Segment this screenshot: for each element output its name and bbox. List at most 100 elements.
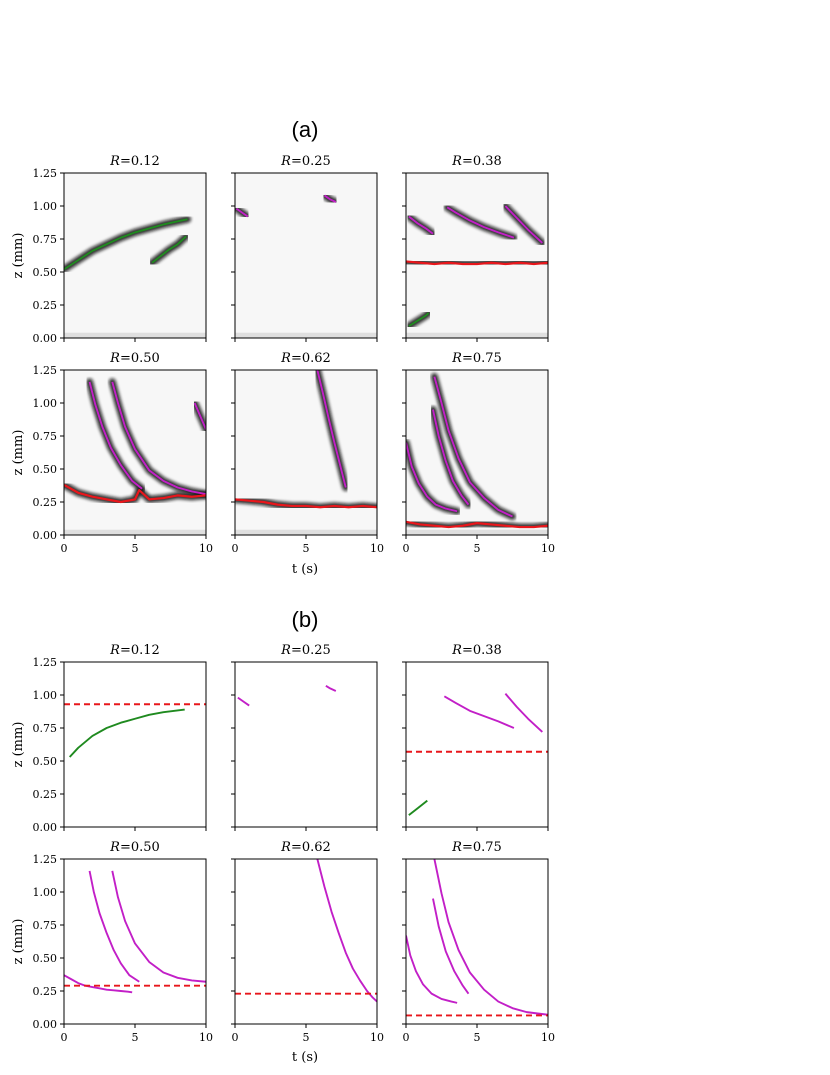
panel-title: R=0.25	[280, 643, 331, 658]
y-tick-label: 0.75	[33, 233, 58, 246]
x-tick-label: 5	[474, 542, 481, 555]
panel-b-012: R=0.12 0.00 0.25 0.50 0.75 1.00 1.25 z (mm)	[11, 643, 207, 834]
y-tick-label: 1.25	[33, 364, 58, 377]
x-tick-label: 0	[403, 542, 410, 555]
plot-area	[64, 662, 206, 827]
y-tick-label: 0.75	[33, 430, 58, 443]
series-magenta-0	[443, 695, 515, 729]
series-magenta-1	[323, 194, 337, 203]
y-tick-label: 0.25	[33, 496, 58, 509]
y-tick-label: 0.75	[33, 919, 58, 932]
panel-title: R=0.38	[451, 643, 502, 658]
x-tick-label: 5	[132, 542, 139, 555]
series-magenta-0	[408, 215, 434, 235]
series-magenta-1	[88, 870, 140, 983]
panel-title: R=0.62	[280, 840, 331, 855]
y-tick-label: 0.00	[33, 332, 58, 345]
plot-area	[406, 662, 548, 827]
series-magenta-1	[504, 693, 543, 733]
panel-title: R=0.50	[109, 840, 160, 855]
plot-area	[64, 370, 206, 535]
series-red-3	[406, 520, 548, 529]
plot-area	[235, 859, 377, 1024]
x-tick-label: 0	[61, 1031, 68, 1044]
plot-area	[235, 173, 377, 338]
y-axis-label: z (mm)	[11, 233, 26, 279]
series-magenta-0	[406, 935, 458, 1004]
series-magenta-1	[111, 381, 206, 496]
panel-title: R=0.12	[109, 154, 160, 169]
y-tick-label: 0.50	[33, 463, 58, 476]
panel-a-012: R=0.12 0.00 0.25 0.50 0.75 1.00 1.25 z (mm)	[11, 154, 207, 345]
y-tick-label: 1.25	[33, 853, 58, 866]
y-axis-label: z (mm)	[11, 919, 26, 965]
background-band	[64, 529, 206, 535]
panel-title: R=0.75	[451, 351, 502, 366]
x-tick-label: 10	[199, 542, 213, 555]
series-magenta-2	[193, 402, 206, 430]
plot-background	[235, 859, 377, 1024]
series-green-0	[68, 708, 185, 758]
section-b-label: (b)	[292, 607, 319, 632]
y-tick-label: 0.75	[33, 722, 58, 735]
x-tick-label: 10	[199, 1031, 213, 1044]
plot-area	[406, 370, 548, 535]
series-magenta-0	[406, 442, 458, 513]
series-magenta-0	[235, 207, 249, 218]
panel-title: R=0.62	[280, 351, 331, 366]
series-green-1	[151, 235, 187, 264]
panels-group: R=0.12 0.00 0.25 0.50 0.75 1.00 1.25 z (mm) R=0.…	[11, 154, 555, 1044]
x-tick-label: 5	[303, 1031, 310, 1044]
x-tick-label: 5	[132, 1031, 139, 1044]
series-red-1	[235, 498, 377, 509]
series-magenta-1	[432, 409, 470, 506]
plot-area	[64, 173, 206, 338]
panel-a-025: R=0.25	[231, 154, 378, 342]
series-red-3	[64, 483, 206, 504]
x-tick-label: 5	[303, 542, 310, 555]
section-a-label: (a)	[292, 117, 319, 142]
plot-background	[235, 173, 377, 338]
panel-b-050: R=0.50 0.00 0.25 0.50 0.75 1.00 1.25 0 5 10 z (mm)	[11, 840, 213, 1044]
y-tick-label: 0.25	[33, 299, 58, 312]
background-band	[235, 332, 377, 338]
y-tick-label: 1.00	[33, 689, 58, 702]
y-tick-label: 0.50	[33, 952, 58, 965]
y-axis-label: z (mm)	[11, 430, 26, 476]
background-band	[406, 529, 548, 535]
x-tick-label: 0	[403, 1031, 410, 1044]
y-tick-label: 0.50	[33, 755, 58, 768]
panel-a-075: R=0.75 0 5 10	[402, 351, 555, 555]
xlabel-b: t (s)	[292, 1050, 318, 1065]
series-magenta-1	[325, 684, 337, 692]
y-tick-label: 0.00	[33, 1018, 58, 1031]
plot-background	[406, 662, 548, 827]
panel-title: R=0.75	[451, 840, 502, 855]
background-band	[235, 529, 377, 535]
series-red-4	[406, 260, 548, 266]
y-tick-label: 1.00	[33, 200, 58, 213]
x-tick-label: 10	[541, 1031, 555, 1044]
series-magenta-2	[433, 376, 513, 518]
series-magenta-0	[64, 974, 133, 994]
xlabel-a: t (s)	[292, 562, 318, 577]
plot-background	[406, 859, 548, 1024]
y-tick-label: 1.25	[33, 167, 58, 180]
series-magenta-2	[111, 870, 206, 983]
panel-a-050: R=0.50 0.00 0.25 0.50 0.75 1.00 1.25 0 5 10 z (mm)	[11, 351, 213, 555]
y-tick-label: 0.25	[33, 788, 58, 801]
panel-a-038: R=0.38	[402, 154, 549, 342]
panel-a-062: R=0.62 0 5 10	[231, 351, 384, 555]
x-tick-label: 0	[61, 542, 68, 555]
x-tick-label: 0	[232, 1031, 239, 1044]
y-axis-label: z (mm)	[11, 722, 26, 768]
background-band	[406, 332, 548, 338]
y-tick-label: 1.00	[33, 397, 58, 410]
series-magenta-1	[432, 898, 470, 995]
x-tick-label: 10	[370, 542, 384, 555]
panel-b-062: R=0.62 0 5 10	[231, 840, 384, 1044]
series-magenta-0	[88, 381, 143, 490]
plot-area	[406, 173, 548, 338]
plot-area	[64, 859, 206, 1024]
